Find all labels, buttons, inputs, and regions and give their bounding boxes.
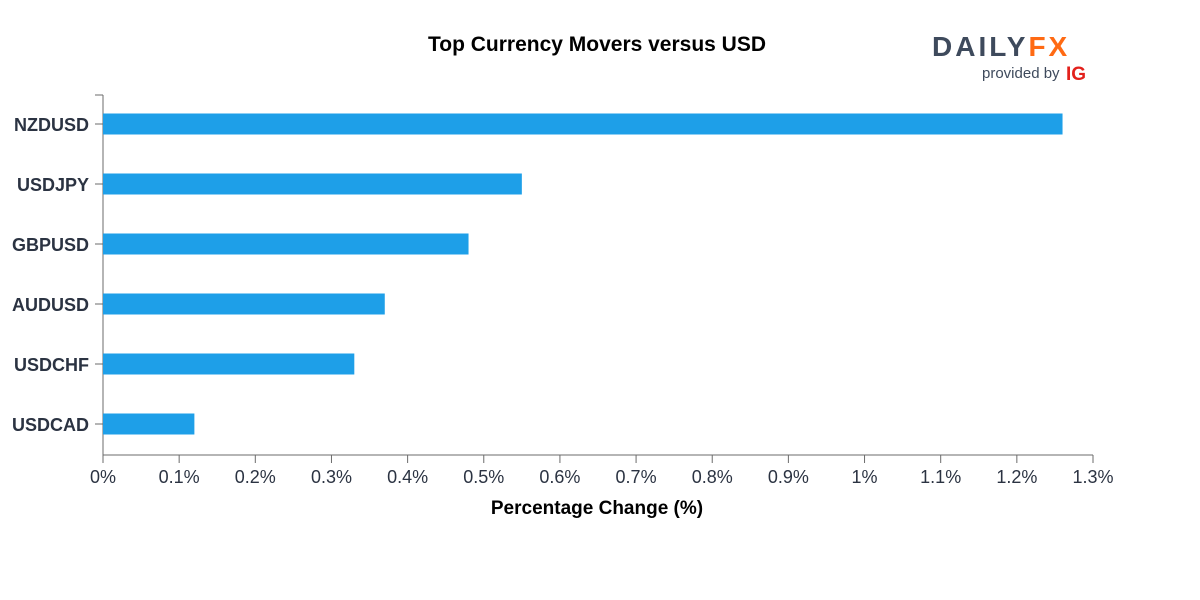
logo-provided-by: provided by [982, 65, 1060, 82]
category-label-gbpusd: GBPUSD [12, 235, 89, 255]
category-label-usdcad: USDCAD [12, 415, 89, 435]
bar-nzdusd [103, 113, 1063, 135]
x-tick-labels: 0% 0.1% 0.2% 0.3% 0.4% 0.5% 0.6% 0.7% 0.8% 0.9% 1%… [90, 467, 1114, 487]
category-label-nzdusd: NZDUSD [14, 115, 89, 135]
x-tick-label: 0.7% [616, 467, 657, 487]
x-tick-label: 0.1% [159, 467, 200, 487]
category-labels: NZDUSD USDJPY GBPUSD AUDUSD USDCHF USDCAD [12, 115, 89, 435]
dailyfx-logo: DAILYFX provided by IG [932, 31, 1086, 85]
x-tick-label: 0.8% [692, 467, 733, 487]
x-tick-label: 0.3% [311, 467, 352, 487]
logo-ig-text: IG [1066, 64, 1086, 85]
category-label-usdjpy: USDJPY [17, 175, 89, 195]
bar-usdchf [103, 353, 355, 375]
chart-title: Top Currency Movers versus USD [428, 33, 766, 56]
x-tick-label: 0.4% [387, 467, 428, 487]
svg-text:DAILYFX: DAILYFX [932, 31, 1070, 62]
x-tick-label: 1% [852, 467, 878, 487]
x-tick-label: 0.6% [539, 467, 580, 487]
logo-daily-text: DAILY [932, 31, 1028, 62]
bar-gbpusd [103, 233, 469, 255]
x-tick-label: 1.1% [920, 467, 961, 487]
logo-fx-text: FX [1028, 31, 1070, 62]
x-axis-label: Percentage Change (%) [491, 498, 703, 519]
x-tick-label: 0.9% [768, 467, 809, 487]
bar-usdcad [103, 413, 195, 435]
chart-axes [95, 94, 1094, 463]
x-tick-label: 1.2% [996, 467, 1037, 487]
x-tick-label: 0.2% [235, 467, 276, 487]
chart-bars [103, 113, 1063, 435]
category-label-audusd: AUDUSD [12, 295, 89, 315]
bar-usdjpy [103, 173, 522, 195]
x-tick-label: 0.5% [463, 467, 504, 487]
category-label-usdchf: USDCHF [14, 355, 89, 375]
x-tick-label: 1.3% [1072, 467, 1113, 487]
bar-audusd [103, 293, 385, 315]
x-tick-label: 0% [90, 467, 116, 487]
